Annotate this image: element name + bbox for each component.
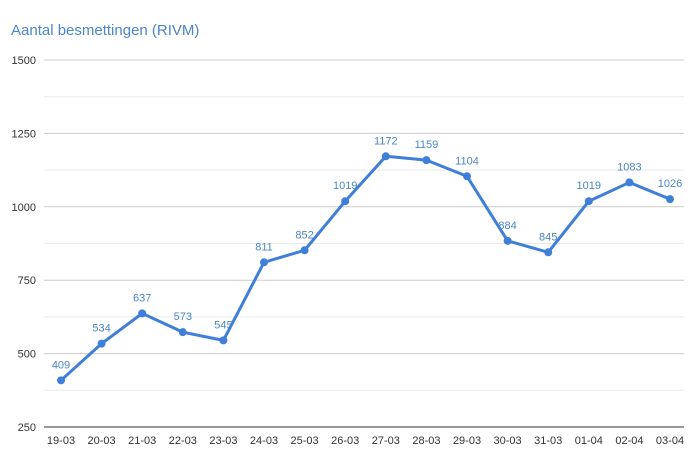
data-label: 573 [174,311,192,323]
data-label: 1083 [617,161,641,173]
data-label: 637 [133,292,151,304]
x-axis-ticks: 19-03 20-03 21-03 22-03 23-03 24-03 25-03 26-03… [47,435,684,447]
data-label: 852 [295,229,313,241]
series-layer [57,152,674,385]
data-label: 884 [498,220,516,232]
y-axis-ticks: 250 500 750 1000 1250 1500 [12,55,36,434]
data-point [57,376,65,385]
data-point [584,197,593,206]
data-point [138,309,147,318]
data-point [97,339,106,348]
x-tick-label: 24-03 [250,435,278,447]
data-label: 1019 [333,180,357,192]
x-tick-label: 31-03 [534,435,562,447]
x-tick-label: 23-03 [209,435,237,447]
y-tick-label: 250 [18,422,36,434]
chart-title: Aantal besmettingen (RIVM) [11,22,200,39]
y-tick-label: 750 [18,275,36,287]
x-tick-label: 03-04 [656,435,684,447]
y-tick-label: 1250 [12,128,36,140]
y-tick-label: 500 [18,349,36,361]
data-point [381,152,390,161]
data-point [341,197,350,206]
x-tick-label: 28-03 [412,435,440,447]
data-label: 545 [214,319,232,331]
data-point [219,336,228,345]
data-label: 1159 [415,139,439,151]
gridlines [44,59,684,428]
x-tick-label: 01-04 [575,435,603,447]
data-label: 1026 [658,178,682,190]
data-point [666,195,674,204]
data-label: 1104 [455,155,479,167]
y-tick-label: 1500 [12,55,36,67]
data-point [503,236,512,245]
x-tick-label: 22-03 [169,435,197,447]
data-label: 534 [92,323,110,335]
x-tick-label: 27-03 [372,435,400,447]
data-point [625,178,634,187]
data-label: 1019 [577,180,601,192]
data-point [260,258,268,267]
data-point [300,246,309,255]
x-tick-label: 02-04 [615,435,643,447]
data-label: 1172 [374,135,398,147]
series-line [59,154,671,382]
x-tick-label: 20-03 [88,435,116,447]
x-tick-label: 19-03 [47,435,75,447]
data-label: 845 [539,231,557,243]
x-tick-label: 29-03 [453,435,481,447]
x-tick-label: 21-03 [128,435,156,447]
data-label: 811 [255,241,273,253]
data-point [422,156,431,165]
data-labels: 409 534 637 573 545 811 852 1019 1172 1159 1104 884… [52,135,682,371]
x-tick-label: 30-03 [494,435,522,447]
data-point [544,248,553,257]
data-point [463,172,471,181]
x-tick-label: 26-03 [331,435,359,447]
y-tick-label: 1000 [12,202,36,214]
data-point [178,328,187,337]
x-tick-label: 25-03 [291,435,319,447]
data-label: 409 [52,359,70,371]
